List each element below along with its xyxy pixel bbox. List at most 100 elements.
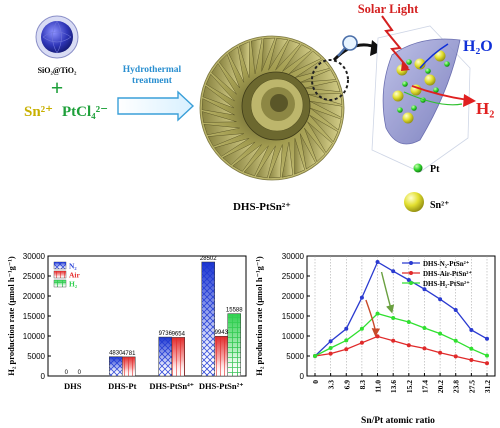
bar-ytick-label: 15000 xyxy=(23,312,46,321)
dhs-shell-icon xyxy=(199,35,349,181)
bar-n2 xyxy=(158,336,172,377)
bar-chart: H₂ production rate (μmol h⁻¹g⁻¹) 0 5000 10… xyxy=(6,252,247,391)
line-point xyxy=(406,343,411,348)
line-point xyxy=(375,334,380,339)
bar-value-label: 0 xyxy=(78,370,82,376)
product-label: DHS-PtSn²⁺ xyxy=(233,201,291,213)
bar-air xyxy=(122,356,136,377)
bar-legend-label: H₂ xyxy=(69,280,78,289)
water-label: H₂O xyxy=(463,38,493,55)
line-point xyxy=(406,278,411,282)
shell-blade-icon xyxy=(304,127,326,163)
line-point xyxy=(453,308,458,312)
bar-category-label: DHS-Pt xyxy=(108,381,137,391)
arrow-label-line1: Hydrothermal xyxy=(123,65,182,75)
shell-blade-icon xyxy=(268,37,289,71)
bar-n2 xyxy=(109,356,123,377)
shell-blade-icon xyxy=(203,123,240,136)
shell-blade-icon xyxy=(250,38,263,75)
line-point xyxy=(422,326,427,330)
line-ytick-label: 30000 xyxy=(282,252,305,261)
water-arrow-icon xyxy=(419,43,449,69)
solar-light-label: Solar Light xyxy=(358,2,419,16)
line-point xyxy=(375,311,380,316)
shell-blade-icon xyxy=(309,114,339,143)
line-point xyxy=(328,339,333,344)
pt-legend-label: Pt xyxy=(430,164,440,175)
line-point xyxy=(469,328,474,332)
pt-particle-icon xyxy=(444,61,450,67)
line-point xyxy=(422,346,427,351)
pt-particle-icon xyxy=(425,68,431,74)
magnifier-icon xyxy=(337,35,358,57)
line-ytick-label: 10000 xyxy=(282,332,305,341)
sn-ion-label: Sn²⁺ xyxy=(24,104,53,120)
pt-particle-icon xyxy=(397,107,403,113)
pt-particle-icon xyxy=(411,105,417,111)
shell-blade-icon xyxy=(238,41,250,78)
sn-particle-icon xyxy=(434,50,446,62)
bar-value-label: 9943 xyxy=(215,330,229,336)
line-point xyxy=(375,260,380,264)
shell-blade-icon xyxy=(205,73,235,102)
shell-blade-icon xyxy=(307,121,333,153)
line-xtick-label: 13.6 xyxy=(389,380,398,393)
line-chart: H₂ production rate (μmol h⁻¹g⁻¹) Sn/Pt a… xyxy=(254,252,496,426)
annotation-arrow-h2 xyxy=(380,271,395,314)
pt-particle-icon xyxy=(406,59,412,65)
shell-blade-icon xyxy=(309,100,343,118)
line-xtick-label: 23.8 xyxy=(452,380,461,393)
line-xtick-label: 15.2 xyxy=(405,380,414,393)
bar-ylabel: H₂ production rate (μmol h⁻¹g⁻¹) xyxy=(6,256,16,376)
line-point xyxy=(391,338,396,343)
shell-blade-icon xyxy=(261,37,276,72)
sn-particle-icon xyxy=(392,90,404,102)
scheme-panel: SiO₂@TiO₂ + Sn²⁺ PtCl₄²⁻ Hydrothermal tr… xyxy=(24,2,494,213)
zoom-arrow-head-icon xyxy=(370,40,384,56)
bar-ytick-label: 0 xyxy=(41,372,46,381)
sn-particle-icon xyxy=(402,112,414,124)
line-xtick-label: 27.5 xyxy=(467,380,476,393)
line-legend-label: DHS-N₂-PtSn²⁺ xyxy=(423,260,470,268)
bar-ytick-label: 20000 xyxy=(23,292,46,301)
zoom-circle-icon xyxy=(311,59,349,101)
line-point xyxy=(485,336,489,341)
line-ytick-label: 5000 xyxy=(286,352,304,361)
line-point xyxy=(485,361,489,366)
bar-value-label: 4781 xyxy=(122,351,136,357)
line-point xyxy=(391,316,396,320)
bar-value-label: 28502 xyxy=(200,256,217,262)
hydrothermal-arrow-icon xyxy=(117,90,195,122)
line-legend-label: DHS-H₂-PtSn²⁺ xyxy=(423,280,470,288)
bar-value-label: 4830 xyxy=(109,351,123,357)
bar-legend-label: N₂ xyxy=(69,262,77,271)
line-point xyxy=(328,351,333,356)
shell-blade-icon xyxy=(243,145,269,177)
bar-category-label: DHS-PtSn⁴⁺ xyxy=(149,381,194,391)
hydrogen-arrow-head-icon xyxy=(463,94,476,107)
solar-light-icon xyxy=(381,15,410,71)
shell-blade-icon xyxy=(294,138,306,175)
line-legend-label: DHS-Air-PtSn²⁺ xyxy=(423,270,472,278)
plus-sign: + xyxy=(51,75,64,100)
line-xtick-label: 6.9 xyxy=(342,380,351,390)
line-point xyxy=(422,287,427,292)
shell-blade-icon xyxy=(213,138,250,157)
pt-salt-label: PtCl₄²⁻ xyxy=(62,104,108,120)
line-point xyxy=(344,338,349,343)
shell-blade-icon xyxy=(288,50,322,75)
bar-n2 xyxy=(201,261,215,377)
bar-ytick-label: 5000 xyxy=(27,352,45,361)
line-point xyxy=(344,326,349,331)
line-xtick-label: 3.3 xyxy=(327,380,336,390)
shell-blade-icon xyxy=(255,145,276,179)
shell-blade-icon xyxy=(304,80,341,93)
line-xtick-label: 17.4 xyxy=(420,380,429,393)
bar-category-label: DHS xyxy=(64,381,82,391)
line-series-2 xyxy=(314,312,488,357)
line-ytick-label: 0 xyxy=(300,372,305,381)
shell-blade-icon xyxy=(207,133,245,147)
bar-ytick-label: 10000 xyxy=(23,332,46,341)
line-xtick-label: 8.3 xyxy=(358,380,367,390)
